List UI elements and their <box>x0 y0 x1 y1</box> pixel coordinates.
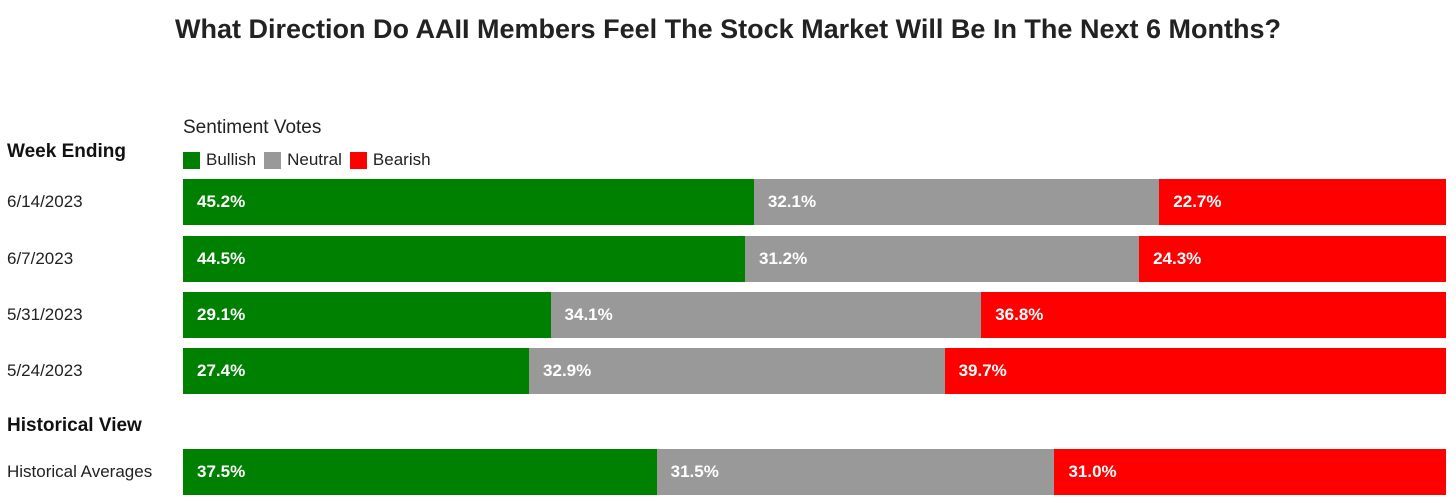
bar-segment-neutral: 32.1% <box>753 179 1160 225</box>
bar-segment-bullish: 45.2% <box>183 179 754 225</box>
legend-item-neutral: Neutral <box>264 150 342 170</box>
legend-label-neutral: Neutral <box>287 150 342 169</box>
legend-item-bullish: Bullish <box>183 150 256 170</box>
chart-title: What Direction Do AAII Members Feel The … <box>175 14 1281 44</box>
bar-segment-bullish: 37.5% <box>183 449 657 495</box>
data-label: 44.5% <box>197 249 246 268</box>
data-label: 32.1% <box>767 192 817 211</box>
bar-segment-bullish: 29.1% <box>183 292 551 338</box>
bar-segment-bearish: 39.7% <box>944 348 1446 394</box>
data-label: 27.4% <box>197 361 246 380</box>
row-label: 6/7/2023 <box>7 249 74 268</box>
data-label: 31.5% <box>670 462 719 481</box>
stacked-bar: 45.2% 32.1% 22.7% <box>183 179 1446 225</box>
legend-swatch-bullish <box>183 151 200 169</box>
data-label: 32.9% <box>543 361 592 380</box>
data-label: 31.2% <box>759 249 808 268</box>
legend-label-bullish: Bullish <box>206 150 257 169</box>
data-label: 29.1% <box>197 305 246 324</box>
stacked-bar: 44.5% 31.2% 24.3% <box>183 236 1446 282</box>
data-label: 39.7% <box>958 361 1007 380</box>
stacked-bar: 29.1% 34.1% 36.8% <box>183 292 1446 338</box>
row-label: 6/14/2023 <box>7 192 83 211</box>
stacked-bar: 37.5% 31.5% 31.0% <box>183 449 1446 495</box>
bar-segment-neutral: 31.2% <box>745 236 1140 282</box>
bar-segment-bearish: 31.0% <box>1054 449 1446 495</box>
bar-segment-neutral: 32.9% <box>529 348 945 394</box>
data-label: 31.0% <box>1068 462 1117 481</box>
bar-segment-bearish: 36.8% <box>981 292 1446 338</box>
legend-swatch-neutral <box>264 151 282 169</box>
data-label: 22.7% <box>1173 192 1222 211</box>
bar-segment-bullish: 44.5% <box>183 236 746 282</box>
legend-swatch-bearish <box>349 151 367 169</box>
historical-view-heading: Historical View <box>7 415 142 436</box>
data-label: 34.1% <box>564 305 613 324</box>
data-label: 36.8% <box>995 305 1044 324</box>
data-label: 45.2% <box>197 192 246 211</box>
bar-segment-neutral: 34.1% <box>550 292 982 338</box>
data-label: 24.3% <box>1153 249 1202 268</box>
bar-segment-bearish: 24.3% <box>1139 236 1446 282</box>
data-label: 37.5% <box>197 462 246 481</box>
stacked-bar: 27.4% 32.9% 39.7% <box>183 348 1446 394</box>
row-label: 5/31/2023 <box>7 305 83 324</box>
bar-segment-bullish: 27.4% <box>183 348 530 394</box>
row-label: 5/24/2023 <box>7 361 83 380</box>
legend-title: Sentiment Votes <box>183 117 322 138</box>
legend-item-bearish: Bearish <box>349 150 431 170</box>
legend: Bullish Neutral Bearish <box>183 150 439 170</box>
bar-segment-bearish: 22.7% <box>1159 179 1446 225</box>
week-ending-heading: Week Ending <box>7 141 126 162</box>
legend-label-bearish: Bearish <box>372 150 431 169</box>
bar-segment-neutral: 31.5% <box>656 449 1055 495</box>
row-label: Historical Averages <box>7 462 153 481</box>
